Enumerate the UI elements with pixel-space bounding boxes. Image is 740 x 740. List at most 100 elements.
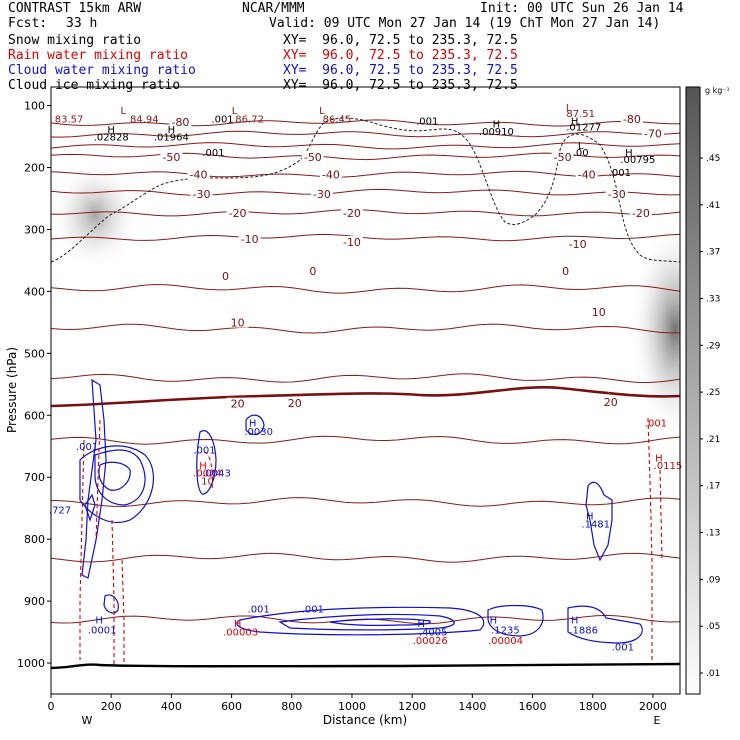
contour-label: 0 [562, 265, 569, 278]
contour-label-bg [283, 397, 306, 409]
extremum-label: 83.57 [55, 115, 84, 126]
contour-label: 0 [222, 270, 229, 283]
extremum-label: H [249, 419, 257, 430]
west-endpoint-label: W [82, 714, 93, 727]
contour-label: 20 [604, 396, 618, 409]
contour-labels: -80 -80-70-50 -50 -50-40 -40 -40-30 -30 -30-20-… [160, 112, 664, 411]
contour-label-bg [551, 151, 574, 163]
contour-label-bg [620, 112, 643, 124]
extremum-label: H [490, 616, 498, 627]
field-xy-rain: XY= 96.0, 72.5 to 235.3, 72.5 [283, 48, 518, 63]
x-tick-label: 800 [281, 700, 302, 713]
extremum-label: .001 [612, 642, 634, 653]
extremum-label: .02828 [94, 133, 129, 144]
extremum-label: .0001 [88, 626, 117, 637]
colorbar-tick-label: .25 [706, 388, 720, 398]
colorbar-tick-label: .29 [706, 341, 721, 351]
field-xy-snow: XY= 96.0, 72.5 to 235.3, 72.5 [283, 33, 518, 48]
zero-contour-group [51, 386, 680, 408]
x-axis-title: Distance (km) [323, 713, 407, 727]
ground-line [51, 662, 680, 670]
snow-shading-west [51, 160, 140, 270]
extremum-label: 10 [201, 476, 214, 487]
extremum-label: H [586, 512, 594, 523]
temperature-contour-line [51, 323, 680, 334]
x-tick-label: 400 [161, 700, 182, 713]
extremum-label: H [571, 616, 579, 627]
east-endpoint-label: E [654, 714, 661, 727]
extremum-label: H [625, 148, 633, 159]
contour-label-bg [629, 206, 652, 218]
snow-shading-east [630, 220, 680, 440]
contour-label: 10 [592, 306, 606, 319]
extremum-label: .001 [645, 419, 667, 430]
field-xy-cloud-water: XY= 96.0, 72.5 to 235.3, 72.5 [283, 63, 518, 78]
temperature-contour-line [51, 142, 680, 150]
contour-label-bg [301, 151, 324, 163]
x-tick-label: 1600 [519, 700, 547, 713]
extremum-label: H [107, 125, 115, 136]
temperature-contour-line [51, 497, 680, 507]
contour-label: -10 [343, 236, 361, 249]
x-axis: 0 200 400 600 800 1000 1200 1400 1600 1800 2000 [48, 694, 667, 713]
extremum-label: .001 [211, 115, 233, 126]
contour-label-bg [301, 265, 324, 277]
y-axis-title: Pressure (hPa) [5, 347, 19, 433]
colorbar [685, 86, 701, 695]
extremum-label: H [571, 116, 579, 127]
extremum-label: .001 [76, 442, 98, 453]
y-tick-label: 900 [24, 595, 45, 608]
forecast-hour: 33 h [66, 16, 98, 31]
y-tick-label: 300 [24, 223, 45, 236]
contour-label: -40 [578, 169, 596, 182]
extremum-label: 87.51 [566, 109, 595, 120]
y-tick-label: 600 [24, 409, 45, 422]
cloud-water-contours [79, 378, 643, 644]
y-tick-label: 200 [24, 162, 45, 175]
y-axis: 100 200 300 400 500 600 700 800 900 1000 [17, 100, 51, 670]
contour-label: -80 [171, 116, 189, 129]
extremum-label: L [319, 106, 325, 117]
contour-label: -20 [229, 207, 247, 220]
extremum-label: L [120, 106, 126, 117]
y-tick-label: 800 [24, 533, 45, 546]
colorbar-tick-label: .09 [706, 575, 721, 585]
contour-label: 0 [309, 265, 316, 278]
contour-label-bg [605, 187, 628, 199]
contour-label-bg [214, 270, 237, 282]
contour-label-bg [190, 187, 213, 199]
contour-label-bg [238, 232, 261, 244]
contour-label: -80 [623, 113, 641, 126]
cloud-ice-dashed-line [51, 117, 680, 263]
extremum-label: L [232, 106, 238, 117]
extremum-label: .1235 [491, 626, 520, 637]
contour-label-bg [169, 115, 192, 127]
extremum-label: .0043 [202, 468, 231, 479]
extremum-label: .001 [248, 605, 270, 616]
cloud-ice-contour [51, 117, 680, 263]
extremum-label: .1481 [581, 520, 610, 531]
extremum-label: .0115 [654, 461, 683, 472]
temperature-contour-line [51, 283, 680, 294]
extremum-label: .001 [302, 605, 324, 616]
extremum-label: .00026 [413, 636, 448, 647]
extremum-label: H [493, 120, 501, 131]
contour-label: -20 [632, 207, 650, 220]
extremum-label: .00910 [479, 127, 514, 138]
contour-label: -40 [322, 169, 340, 182]
init-time: Init: 00 UTC Sun 26 Jan 14 [480, 1, 684, 16]
colorbar-tick-label: .01 [706, 669, 720, 679]
contour-label-bg [340, 206, 363, 218]
colorbar-unit: g kg⁻¹ [705, 86, 730, 95]
contour-label-bg [160, 151, 183, 163]
contour-label: 10 [231, 317, 245, 330]
extremum-label: H [417, 619, 425, 630]
contour-label: -40 [189, 169, 207, 182]
extremum-label: .001 [416, 116, 438, 127]
temperature-contour-line [51, 552, 680, 563]
extremum-label: .0024 [193, 468, 222, 479]
contour-label-bg [575, 168, 598, 180]
x-tick-label: 200 [101, 700, 122, 713]
temperature-contour-line [51, 208, 680, 217]
contour-label: -30 [608, 188, 626, 201]
